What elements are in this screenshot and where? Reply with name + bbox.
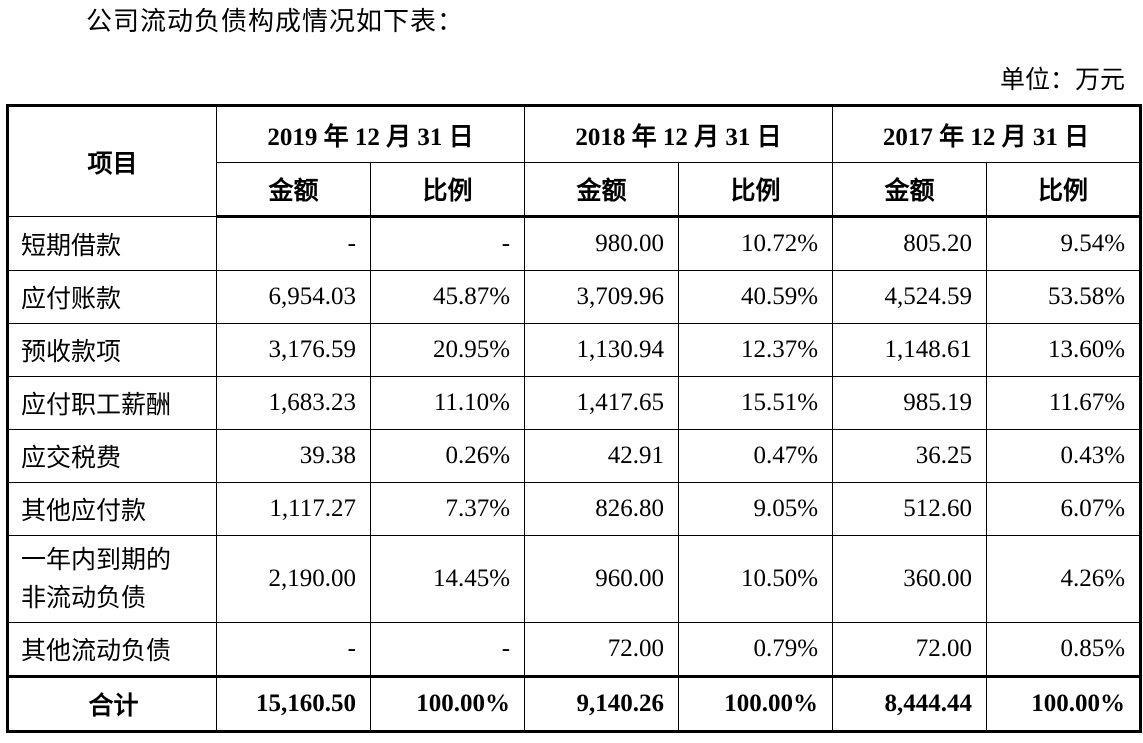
amount-cell: 8,444.44 bbox=[832, 675, 988, 732]
ratio-header: 比例 bbox=[678, 162, 834, 218]
ratio-cell: 0.79% bbox=[678, 622, 834, 677]
ratio-cell: 0.26% bbox=[369, 429, 526, 483]
ratio-cell: 9.54% bbox=[986, 216, 1142, 271]
amount-cell: 39.38 bbox=[216, 429, 371, 483]
row-label: 其他流动负债 bbox=[7, 622, 217, 677]
ratio-cell: 100.00% bbox=[986, 675, 1142, 732]
ratio-cell: 12.37% bbox=[678, 323, 834, 377]
ratio-cell: - bbox=[369, 216, 526, 271]
row-label: 其他应付款 bbox=[7, 482, 217, 536]
amount-cell: 2,190.00 bbox=[216, 535, 371, 623]
item-header: 项目 bbox=[7, 105, 217, 217]
amount-header: 金额 bbox=[524, 162, 680, 218]
intro-text: 公司流动负债构成情况如下表： bbox=[86, 7, 465, 37]
table-row: 应付职工薪酬 1,683.23 11.10% 1,417.65 15.51% 985.19… bbox=[7, 376, 1142, 430]
amount-cell: 15,160.50 bbox=[216, 675, 371, 732]
current-liabilities-table: 项目 2019 年 12 月 31 日 2018 年 12 月 31 日 201… bbox=[6, 104, 1143, 733]
row-label: 一年内到期的 非流动负债 bbox=[7, 535, 217, 623]
ratio-cell: 11.67% bbox=[986, 376, 1142, 430]
amount-cell: 826.80 bbox=[524, 482, 680, 536]
ratio-cell: 9.05% bbox=[678, 482, 834, 536]
row-label: 预收款项 bbox=[7, 323, 217, 377]
amount-cell: 4,524.59 bbox=[832, 270, 988, 324]
amount-cell: 72.00 bbox=[524, 622, 680, 677]
row-label: 应付职工薪酬 bbox=[7, 376, 217, 430]
amount-header: 金额 bbox=[216, 162, 371, 218]
ratio-cell: 10.72% bbox=[678, 216, 834, 271]
table-row: 应交税费 39.38 0.26% 42.91 0.47% 36.25 0.43% bbox=[7, 429, 1142, 483]
year-header: 2019 年 12 月 31 日 bbox=[215, 105, 526, 163]
header-row-years: 项目 2019 年 12 月 31 日 2018 年 12 月 31 日 201… bbox=[7, 105, 1142, 217]
ratio-cell: 13.60% bbox=[986, 323, 1142, 377]
ratio-cell: 15.51% bbox=[678, 376, 834, 430]
ratio-cell: 20.95% bbox=[369, 323, 526, 377]
amount-cell: - bbox=[216, 622, 371, 677]
amount-cell: 805.20 bbox=[832, 216, 988, 271]
table-row: 短期借款 - -980.00 10.72% 805.20 9.54% bbox=[7, 216, 1142, 271]
ratio-cell: 53.58% bbox=[986, 270, 1142, 324]
ratio-cell: - bbox=[369, 622, 526, 677]
row-label: 应付账款 bbox=[7, 270, 217, 324]
ratio-cell: 100.00% bbox=[678, 675, 834, 732]
ratio-cell: 7.37% bbox=[369, 482, 526, 536]
ratio-cell: 40.59% bbox=[678, 270, 834, 324]
amount-cell: 1,683.23 bbox=[216, 376, 371, 430]
ratio-cell: 11.10% bbox=[369, 376, 526, 430]
header-row-columns: 金额 比例 金额 比例 金额 比例 bbox=[8, 162, 1142, 218]
ratio-cell: 0.43% bbox=[986, 429, 1142, 483]
ratio-cell: 10.50% bbox=[678, 535, 834, 623]
amount-cell: - bbox=[216, 216, 371, 271]
ratio-cell: 6.07% bbox=[986, 482, 1142, 536]
row-label: 短期借款 bbox=[7, 216, 217, 271]
amount-cell: 980.00 bbox=[524, 216, 680, 271]
ratio-cell: 0.85% bbox=[986, 622, 1142, 677]
amount-cell: 985.19 bbox=[832, 376, 988, 430]
amount-cell: 1,117.27 bbox=[216, 482, 371, 536]
amount-cell: 72.00 bbox=[832, 622, 988, 677]
amount-header: 金额 bbox=[832, 162, 988, 218]
ratio-header: 比例 bbox=[986, 162, 1142, 218]
table-row: 其他应付款 1,117.27 7.37% 826.80 9.05% 512.60 6.07% bbox=[7, 482, 1142, 536]
table-row: 一年内到期的 非流动负债 2,190.00 14.45% 960.00 10.50% 360… bbox=[7, 535, 1142, 623]
amount-cell: 360.00 bbox=[832, 535, 988, 623]
unit-label: 单位：万元 bbox=[999, 65, 1125, 94]
ratio-cell: 100.00% bbox=[369, 675, 526, 732]
row-label: 应交税费 bbox=[7, 429, 217, 483]
amount-cell: 960.00 bbox=[524, 535, 680, 623]
amount-cell: 3,709.96 bbox=[524, 270, 680, 324]
ratio-cell: 0.47% bbox=[678, 429, 834, 483]
ratio-cell: 4.26% bbox=[986, 535, 1142, 623]
amount-cell: 1,130.94 bbox=[524, 323, 680, 377]
year-header: 2018 年 12 月 31 日 bbox=[524, 105, 834, 163]
table-row: 应付账款 6,954.03 45.87% 3,709.96 40.59% 4,524.59… bbox=[7, 270, 1142, 324]
amount-cell: 9,140.26 bbox=[524, 675, 680, 732]
ratio-cell: 45.87% bbox=[369, 270, 526, 324]
amount-cell: 512.60 bbox=[832, 482, 988, 536]
row-label: 合计 bbox=[7, 675, 217, 732]
table-row: 其他流动负债 - -72.00 0.79% 72.00 0.85% bbox=[7, 622, 1142, 677]
amount-cell: 6,954.03 bbox=[216, 270, 371, 324]
table-row: 预收款项 3,176.59 20.95% 1,130.94 12.37% 1,148.61… bbox=[7, 323, 1142, 377]
ratio-cell: 14.45% bbox=[369, 535, 526, 623]
amount-cell: 1,148.61 bbox=[832, 323, 988, 377]
amount-cell: 3,176.59 bbox=[216, 323, 371, 377]
amount-cell: 42.91 bbox=[524, 429, 680, 483]
year-header: 2017 年 12 月 31 日 bbox=[832, 105, 1142, 163]
ratio-header: 比例 bbox=[369, 162, 526, 218]
total-row: 合计 15,160.50 100.00% 9,140.26 100.00% 8,444.4… bbox=[7, 675, 1142, 732]
amount-cell: 1,417.65 bbox=[524, 376, 680, 430]
amount-cell: 36.25 bbox=[832, 429, 988, 483]
